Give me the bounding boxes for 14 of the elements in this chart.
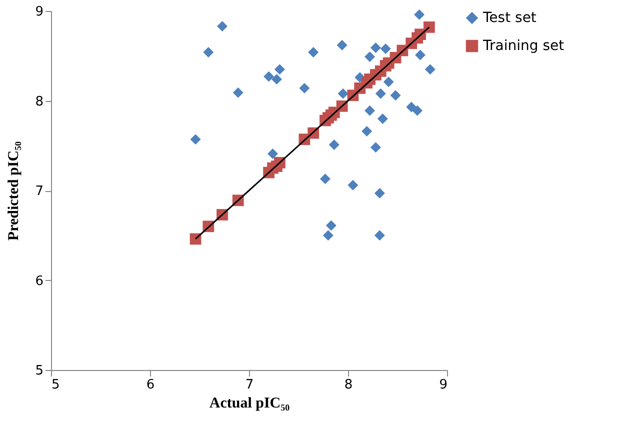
y-axis-title: Predicted pIC₅₀ bbox=[6, 140, 22, 241]
y-tick-label: 5 bbox=[35, 364, 44, 378]
x-tick-label: 7 bbox=[245, 378, 254, 392]
x-axis-title: Actual pIC₅₀ bbox=[209, 396, 290, 412]
legend-label: Test set bbox=[482, 10, 537, 26]
legend-label: Training set bbox=[482, 38, 565, 54]
x-tick-label: 6 bbox=[146, 378, 155, 392]
y-tick-label: 9 bbox=[35, 4, 44, 20]
y-tick-label: 8 bbox=[35, 94, 44, 110]
y-tick-label: 7 bbox=[35, 184, 44, 199]
y-tick-label: 6 bbox=[35, 274, 44, 289]
x-tick-label: 9 bbox=[439, 378, 448, 392]
x-tick-label: 8 bbox=[344, 378, 353, 392]
x-tick-label: 5 bbox=[52, 378, 60, 392]
